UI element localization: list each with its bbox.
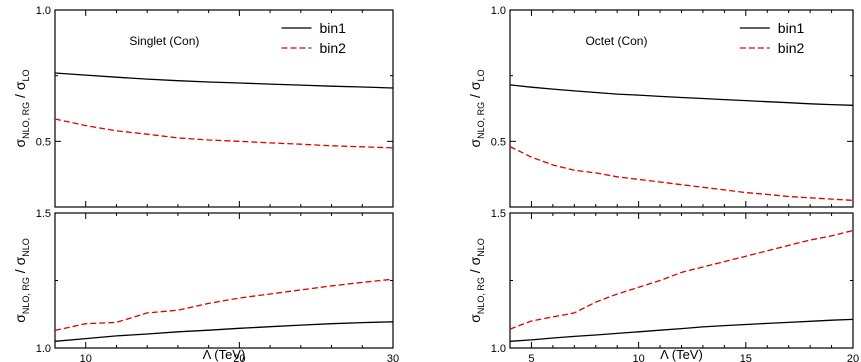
x-tick-label: 10 [80,353,92,362]
series-line-bin1 [54,72,394,89]
panel-2: 1.0 1.5 10 20 30 Λ (TeV) [36,208,399,362]
y-tick-label: 1.0 [491,343,506,355]
y-label-subscript: NLO, RG [21,102,31,139]
series-line-bin1 [54,321,394,342]
y-tick-label: 1.0 [36,5,51,17]
panel-label: Singlet (Con) [129,34,199,48]
legend-label-bin1: bin1 [319,20,346,36]
y-axis-label-2: σNLO, RG / σNLO [12,238,31,322]
y-axis-label-0: σNLO, RG / σLO [12,70,31,148]
panel-1: 0.5 1.0 Octet (Con) bin1 bin2 [491,5,854,208]
series-line-bin2 [54,118,394,149]
y-tick-label: 1.5 [491,208,506,220]
y-label-part: σ [12,314,28,323]
series-line-bin2 [54,278,394,332]
y-axis-label-text: σNLO, RG / σNLO [12,238,31,322]
y-tick-label: 1.5 [36,208,51,220]
y-label-part: / σ [467,256,483,277]
y-label-part: σ [467,138,483,147]
y-label-subscript: NLO, RG [476,102,486,139]
series-line-bin1 [509,318,854,342]
x-axis-title: Λ (TeV) [203,347,246,362]
panel-label: Octet (Con) [585,34,647,48]
y-axis-label-1: σNLO, RG / σLO [467,70,486,148]
y-tick-label: 0.5 [36,136,51,148]
y-label-subscript: NLO, RG [476,277,486,314]
x-tick-label: 15 [740,353,752,362]
y-tick-label: 1.0 [36,343,51,355]
y-label-part: / σ [12,256,28,277]
y-label-subscript: LO [21,70,31,82]
panel-3: 1.0 1.5 5 10 15 20 Λ (TeV) [491,208,859,362]
y-label-subscript: NLO [21,238,31,257]
series-line-bin1 [509,84,854,106]
x-tick-label: 10 [633,353,645,362]
y-tick-label: 1.0 [491,5,506,17]
y-axis-label-text: σNLO, RG / σLO [12,70,31,148]
x-axis-title: Λ (TeV) [660,347,703,362]
y-label-part: / σ [12,81,28,102]
series-line-bin2 [509,229,854,330]
x-tick-label: 20 [233,353,245,362]
series-line-bin2 [509,146,854,202]
legend-label-bin2: bin2 [319,40,346,56]
x-tick-label: 30 [387,353,399,362]
legend-label-bin1: bin1 [778,20,805,36]
y-axis-label-text: σNLO, RG / σNLO [467,238,486,322]
x-tick-label: 5 [528,353,534,362]
y-axis-label-text: σNLO, RG / σLO [467,70,486,148]
x-tick-label: 20 [847,353,859,362]
y-tick-label: 0.5 [491,136,506,148]
y-label-subscript: NLO [476,238,486,257]
y-label-part: σ [12,138,28,147]
plot-frame [509,212,854,349]
legend-label-bin2: bin2 [778,40,805,56]
plot-frame [54,212,394,349]
panel-0: 0.5 1.0 Singlet (Con) bin1 bin2 [36,5,394,208]
y-axis-label-3: σNLO, RG / σNLO [467,238,486,322]
y-label-part: σ [467,314,483,323]
y-label-part: / σ [467,81,483,102]
y-label-subscript: NLO, RG [21,277,31,314]
y-label-subscript: LO [476,70,486,82]
plot-frame [54,9,394,208]
